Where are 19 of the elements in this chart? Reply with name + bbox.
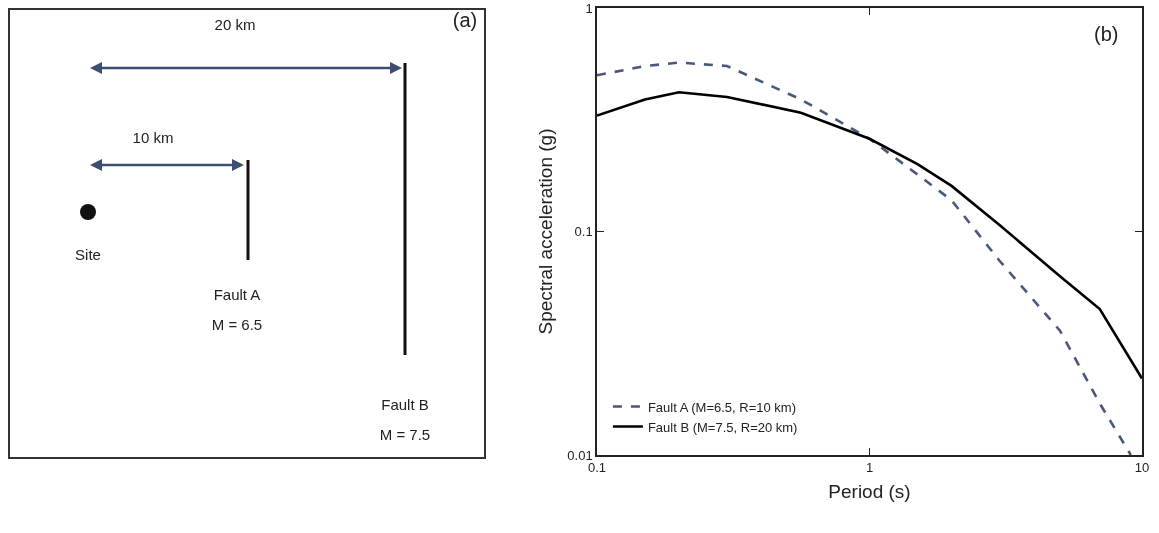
annotation: (b) (1094, 23, 1119, 45)
text: Fault A (213, 286, 261, 303)
legend-label: Fault A (M=6.5, R=10 km) (647, 399, 797, 415)
legend-label: Fault B (M=7.5, R=20 km) (647, 419, 798, 435)
x-tick-label: 0.1 (587, 460, 607, 476)
y-tick-label: 1 (585, 0, 593, 16)
text: 20 km (214, 16, 256, 33)
x-tick-label: 10 (1134, 460, 1150, 476)
x-axis-title: Period (s) (828, 480, 911, 502)
text: (a) (452, 9, 478, 31)
text: 10 km (132, 129, 174, 146)
y-tick-label: 0.1 (574, 224, 593, 240)
text: Site (75, 246, 101, 263)
y-axis-title: Spectral acceleration (g) (534, 128, 556, 335)
text: M = 7.5 (379, 426, 431, 443)
x-tick-label: 1 (865, 460, 874, 476)
text: M = 6.5 (211, 316, 263, 333)
text: Fault B (381, 396, 429, 413)
y-tick-label: 0.01 (567, 447, 593, 463)
